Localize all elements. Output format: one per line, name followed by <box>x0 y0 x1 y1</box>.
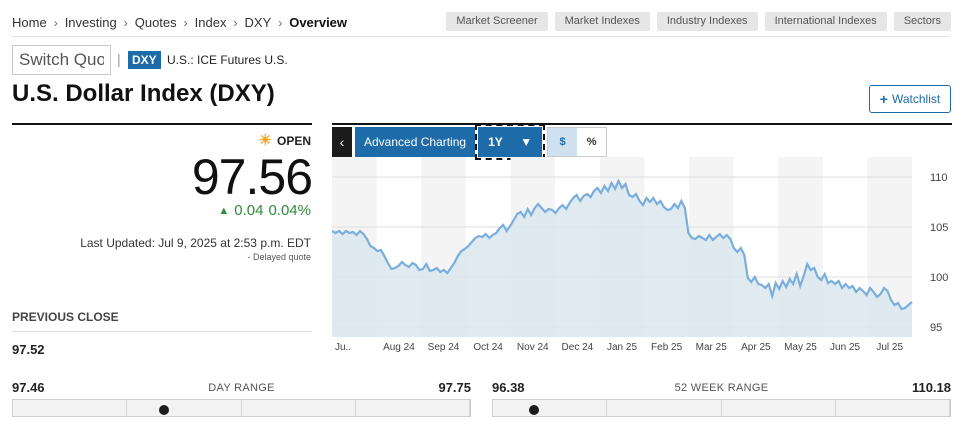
last-price: 97.56 <box>191 149 313 205</box>
breadcrumb-dxy[interactable]: DXY <box>244 15 272 30</box>
ticker-badge: DXY <box>128 51 161 69</box>
caret-down-icon: ▼ <box>520 135 533 149</box>
x-tick-label: Nov 24 <box>517 342 549 353</box>
nav-industry-indexes[interactable]: Industry Indexes <box>656 12 758 31</box>
chevron-right-icon: › <box>123 15 128 30</box>
advanced-charting-button[interactable]: Advanced Charting <box>355 127 476 157</box>
exchange-label: U.S.: ICE Futures U.S. <box>167 53 288 67</box>
x-tick-label: Apr 25 <box>741 342 771 353</box>
value-mode-toggle: $ % <box>547 127 608 157</box>
sun-icon: ☀ <box>258 132 272 149</box>
plus-icon: + <box>879 91 888 107</box>
watchlist-label: Watchlist <box>891 92 941 106</box>
previous-close-divider <box>12 331 312 332</box>
day-range-high: 97.75 <box>438 380 471 395</box>
market-status: ☀ OPEN <box>258 132 311 149</box>
x-tick-label: Oct 24 <box>473 342 503 353</box>
52-week-high: 110.18 <box>911 380 951 395</box>
price-chart[interactable]: 110 105 100 95 Ju.. Aug 24 Sep 24 Oct 24 Nov 24… <box>332 157 952 357</box>
52-week-bar <box>492 399 951 417</box>
52-week-low: 96.38 <box>492 380 525 395</box>
y-tick-label: 110 <box>930 172 948 184</box>
x-tick-label: Sep 24 <box>428 342 460 353</box>
day-range-low: 97.46 <box>12 380 45 395</box>
breadcrumb-index[interactable]: Index <box>194 15 227 30</box>
52-week-marker-icon <box>529 405 540 415</box>
top-nav: Market Screener Market Indexes Industry … <box>446 12 951 31</box>
x-tick-label: Jul 25 <box>876 342 903 353</box>
previous-close-label: PREVIOUS CLOSE <box>12 310 119 324</box>
breadcrumb-investing[interactable]: Investing <box>64 15 117 30</box>
percent-toggle[interactable]: % <box>586 136 597 148</box>
chevron-right-icon: › <box>53 15 58 30</box>
nav-international-indexes[interactable]: International Indexes <box>764 12 887 31</box>
time-range-value: 1Y <box>488 135 503 149</box>
chart-divider <box>332 123 952 125</box>
breadcrumb-quotes[interactable]: Quotes <box>134 15 177 30</box>
breadcrumb-home[interactable]: Home <box>12 15 47 30</box>
previous-close-value: 97.52 <box>12 342 45 357</box>
quote-panel-divider <box>12 123 312 125</box>
52-week-label: 52 WEEK RANGE <box>674 382 769 394</box>
x-tick-label: Mar 25 <box>696 342 728 353</box>
nav-market-screener[interactable]: Market Screener <box>446 12 548 31</box>
switch-quote-input[interactable] <box>12 45 111 75</box>
nav-sectors[interactable]: Sectors <box>893 12 951 31</box>
y-tick-label: 95 <box>930 322 942 334</box>
breadcrumb-overview: Overview <box>289 15 348 30</box>
delayed-quote-note: - Delayed quote <box>247 252 311 262</box>
x-tick-label: Jan 25 <box>607 342 637 353</box>
day-range-bar <box>12 399 471 417</box>
chevron-right-icon: › <box>278 15 283 30</box>
dollar-toggle[interactable]: $ <box>548 128 578 156</box>
x-tick-label: Aug 24 <box>383 342 415 353</box>
change-percent: 0.04% <box>268 202 311 219</box>
watchlist-button[interactable]: + Watchlist <box>869 85 951 113</box>
day-range-marker-icon <box>158 405 169 415</box>
nav-market-indexes[interactable]: Market Indexes <box>554 12 650 31</box>
page-title: U.S. Dollar Index (DXY) <box>12 80 275 107</box>
x-tick-label: May 25 <box>784 342 817 353</box>
52-week-range: 96.38 52 WEEK RANGE 110.18 <box>492 377 951 417</box>
separator: | <box>117 51 121 67</box>
chart-toolbar: ‹ Advanced Charting 1Y ▼ $ % <box>332 124 608 160</box>
triangle-up-icon: ▲ <box>218 204 230 217</box>
breadcrumb: Home › Investing › Quotes › Index › DXY … <box>12 15 347 30</box>
day-range: 97.46 DAY RANGE 97.75 <box>12 377 471 417</box>
price-line <box>332 178 913 311</box>
last-updated: Last Updated: Jul 9, 2025 at 2:53 p.m. E… <box>80 236 311 250</box>
x-tick-label: Jun 25 <box>830 342 860 353</box>
price-change: ▲ 0.04 0.04% <box>218 202 311 219</box>
y-tick-label: 105 <box>930 222 948 234</box>
time-range-dropdown[interactable]: 1Y ▼ <box>475 124 546 160</box>
price-area-fill <box>332 181 912 337</box>
y-tick-label: 100 <box>930 272 948 284</box>
x-tick-label: Dec 24 <box>562 342 594 353</box>
change-value: 0.04 <box>234 202 264 219</box>
day-range-label: DAY RANGE <box>208 382 275 394</box>
chevron-left-icon[interactable]: ‹ <box>332 127 352 157</box>
x-tick-label: Ju.. <box>335 342 351 353</box>
market-status-label: OPEN <box>276 134 311 148</box>
chevron-right-icon: › <box>183 15 188 30</box>
chevron-right-icon: › <box>233 15 238 30</box>
header-divider <box>12 36 950 37</box>
x-tick-label: Feb 25 <box>651 342 683 353</box>
